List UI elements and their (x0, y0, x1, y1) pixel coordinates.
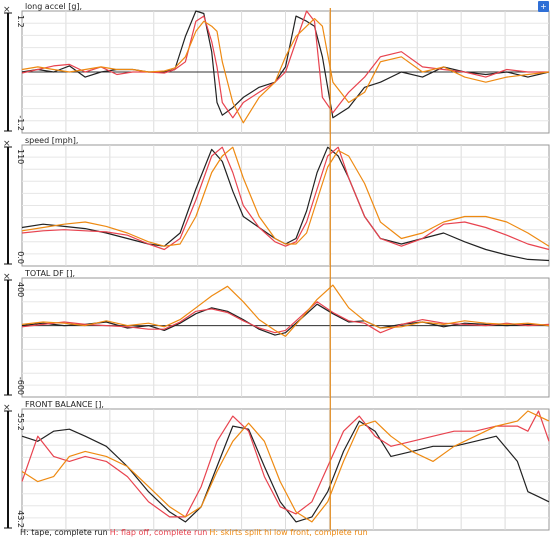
panel-title-0: long accel [g], (25, 2, 82, 11)
y-tick-top-2: 400 (16, 282, 25, 297)
y-tick-top-1: 110 (16, 149, 25, 164)
close-icon[interactable]: × (3, 5, 11, 15)
series-line-1-2 (21, 146, 550, 247)
series-line-1-1 (21, 146, 550, 251)
y-tick-bottom-1: 0.0 (16, 251, 25, 264)
y-tick-bottom-2: -600 (16, 377, 25, 395)
y-tick-bottom-0: -1.2 (16, 115, 25, 131)
y-tick-top-3: 55.2 (16, 413, 25, 431)
series-line-0-2 (21, 18, 550, 124)
close-icon[interactable]: × (3, 272, 11, 282)
series-line-3-0 (21, 420, 550, 523)
y-tick-top-0: 1.2 (16, 15, 25, 28)
close-icon[interactable]: × (3, 139, 11, 149)
expand-button[interactable]: + (538, 1, 549, 12)
panel-title-3: FRONT BALANCE [], (25, 400, 104, 409)
left-axis-strip (0, 0, 22, 540)
legend: H: tape, complete run H: flap off, comple… (20, 528, 370, 537)
legend-entry-skirts: H: skirts split hi low front, complete r… (209, 528, 368, 537)
close-icon[interactable]: × (3, 403, 11, 413)
series-line-3-1 (21, 410, 550, 518)
panel-title-1: speed [mph], (25, 136, 78, 145)
legend-entry-tape: H: tape, complete run (20, 528, 108, 537)
series-line-2-2 (21, 284, 550, 337)
series-line-0-1 (21, 10, 549, 119)
panel-title-2: TOTAL DF [], (24, 269, 75, 278)
y-tick-bottom-3: 43.2 (16, 510, 25, 528)
legend-entry-flap-off: H: flap off, complete run (109, 528, 208, 537)
series-line-3-2 (21, 410, 550, 523)
